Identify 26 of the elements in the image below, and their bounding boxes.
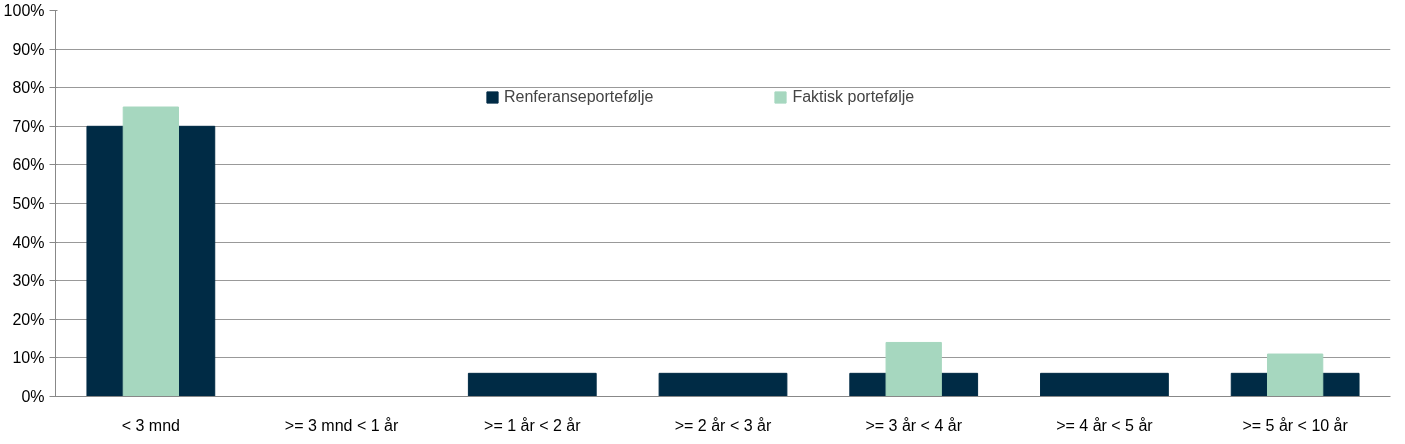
bar xyxy=(658,372,788,397)
x-tick-label: >= 4 år < 5 år xyxy=(1056,416,1154,434)
y-tick-label: 80% xyxy=(12,79,45,97)
y-tick-label: 90% xyxy=(12,40,45,58)
x-tick-label: >= 2 år < 3 år xyxy=(674,416,772,434)
x-tick-label: >= 5 år < 10 år xyxy=(1242,416,1349,434)
y-tick-label: 0% xyxy=(21,388,45,405)
x-tick-label: >= 3 mnd < 1 år xyxy=(284,416,399,434)
bar xyxy=(1040,372,1169,397)
y-tick-label: 30% xyxy=(12,272,45,290)
bar xyxy=(122,106,180,397)
y-tick-label: 60% xyxy=(12,156,45,174)
bar xyxy=(467,372,597,397)
legend-label: Renferanseportefølje xyxy=(504,88,654,106)
y-tick-label: 70% xyxy=(12,117,45,135)
bar xyxy=(1266,353,1324,397)
bar xyxy=(885,341,942,397)
y-tick-label: 100% xyxy=(3,2,45,19)
y-tick-label: 40% xyxy=(12,233,45,251)
y-tick-label: 20% xyxy=(12,310,45,328)
x-tick-label: < 3 mnd xyxy=(121,416,180,434)
legend-label: Faktisk portefølje xyxy=(792,88,915,106)
y-tick-label: 50% xyxy=(12,195,45,212)
x-tick-label: >= 3 år < 4 år xyxy=(865,416,963,434)
y-tick-label: 10% xyxy=(12,349,45,367)
x-tick-label: >= 1 år < 2 år xyxy=(484,416,582,434)
